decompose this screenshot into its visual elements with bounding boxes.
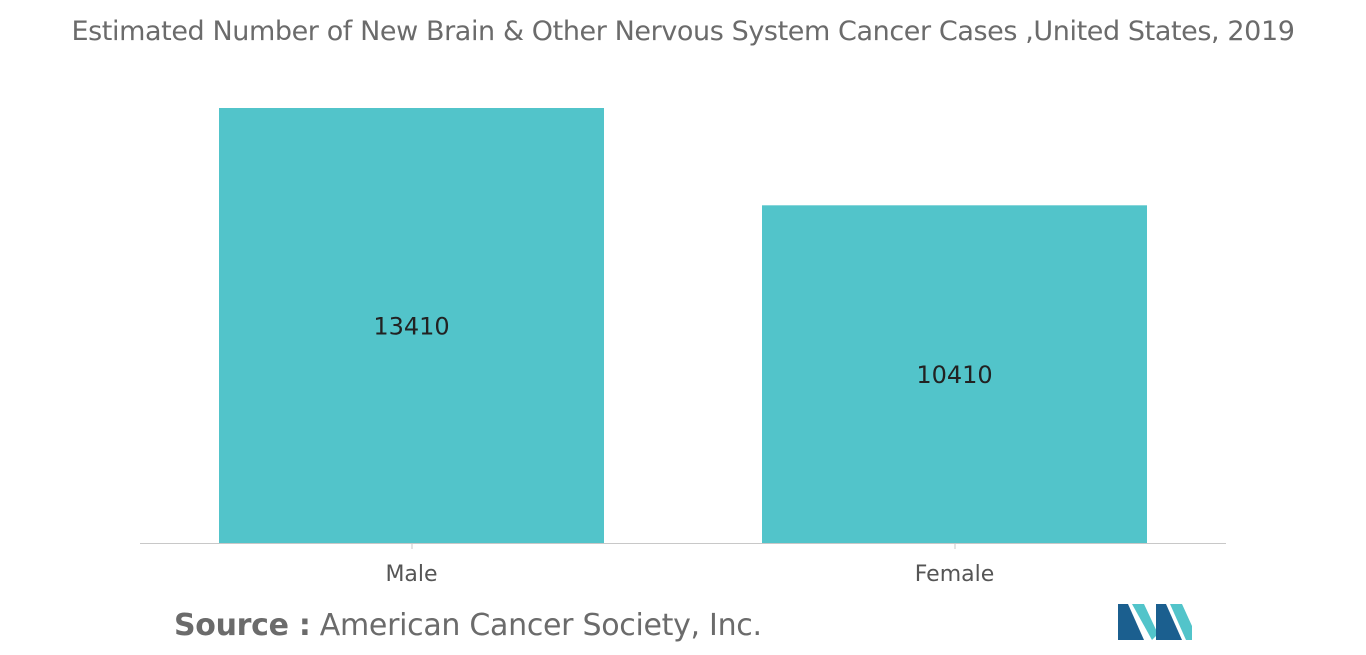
mordor-intelligence-logo-icon (1118, 604, 1192, 640)
logo-shape-right (1170, 604, 1192, 640)
data-label: 10410 (916, 361, 992, 389)
bars-layer (219, 108, 1147, 543)
bar-male (219, 108, 604, 543)
logo-shape-mid-right (1156, 604, 1182, 640)
source-note: Source : American Cancer Society, Inc. (174, 606, 762, 646)
logo-shape-mid-left (1132, 604, 1158, 640)
source-label: Source : (174, 608, 311, 643)
chart-title: Estimated Number of New Brain & Other Ne… (71, 16, 1295, 47)
labels-layer: Male 13410 Female 10410 (373, 313, 994, 588)
x-tick-label: Male (385, 562, 437, 587)
x-tick-label: Female (915, 562, 995, 587)
source-text: American Cancer Society, Inc. (310, 608, 762, 643)
bar-female (762, 205, 1147, 543)
x-axis (140, 543, 1226, 549)
data-label: 13410 (373, 313, 449, 341)
logo-shape-left (1118, 604, 1144, 640)
